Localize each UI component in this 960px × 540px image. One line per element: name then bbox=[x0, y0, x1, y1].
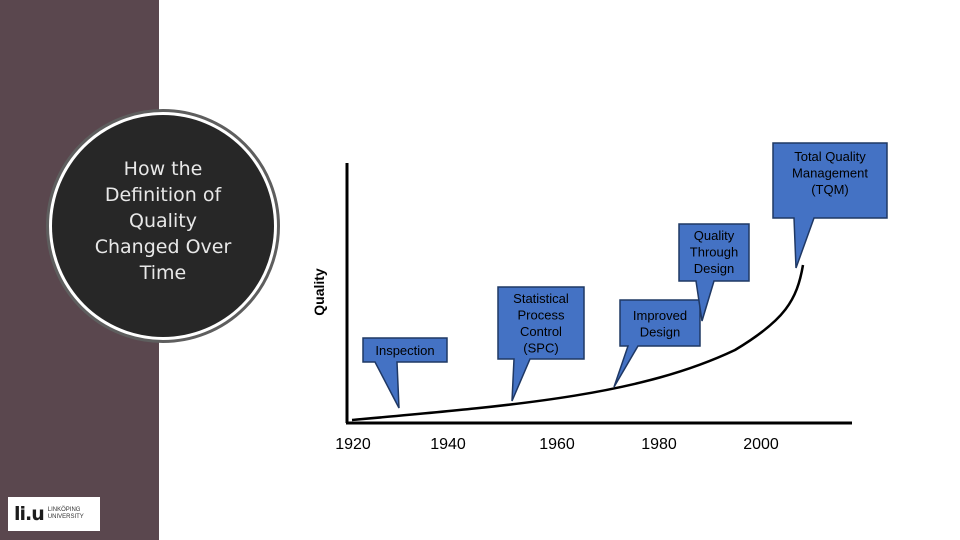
logo-mark: li.u bbox=[14, 503, 45, 525]
callout-quality-through-design: Quality Through Design bbox=[678, 223, 750, 322]
university-logo: li.u LINKÖPING UNIVERSITY bbox=[8, 497, 100, 531]
callout-label: Statistical Process Control (SPC) bbox=[513, 291, 569, 356]
slide-title: How the Definition of Quality Changed Ov… bbox=[94, 158, 232, 284]
callout-label: Improved Design bbox=[633, 308, 687, 340]
title-circle: How the Definition of Quality Changed Ov… bbox=[52, 115, 274, 337]
y-axis-label: Quality bbox=[311, 268, 327, 316]
callout-label: Total Quality Management (TQM) bbox=[792, 149, 868, 197]
x-tick-label: 1980 bbox=[641, 436, 677, 453]
callout-improved-design: Improved Design bbox=[613, 299, 701, 388]
x-tick-label: 2000 bbox=[743, 436, 779, 453]
quality-curve bbox=[351, 264, 805, 422]
callout-tqm: Total Quality Management (TQM) bbox=[772, 142, 888, 269]
callout-label: Quality Through Design bbox=[690, 228, 738, 276]
callout-label: Inspection bbox=[375, 343, 434, 358]
x-tick-label: 1940 bbox=[430, 436, 466, 453]
callout-inspection: Inspection bbox=[362, 337, 448, 409]
logo-text: LINKÖPING UNIVERSITY bbox=[47, 507, 84, 520]
x-tick-label: 1920 bbox=[335, 436, 371, 453]
callout-spc: Statistical Process Control (SPC) bbox=[497, 286, 585, 402]
x-tick-label: 1960 bbox=[539, 436, 575, 453]
